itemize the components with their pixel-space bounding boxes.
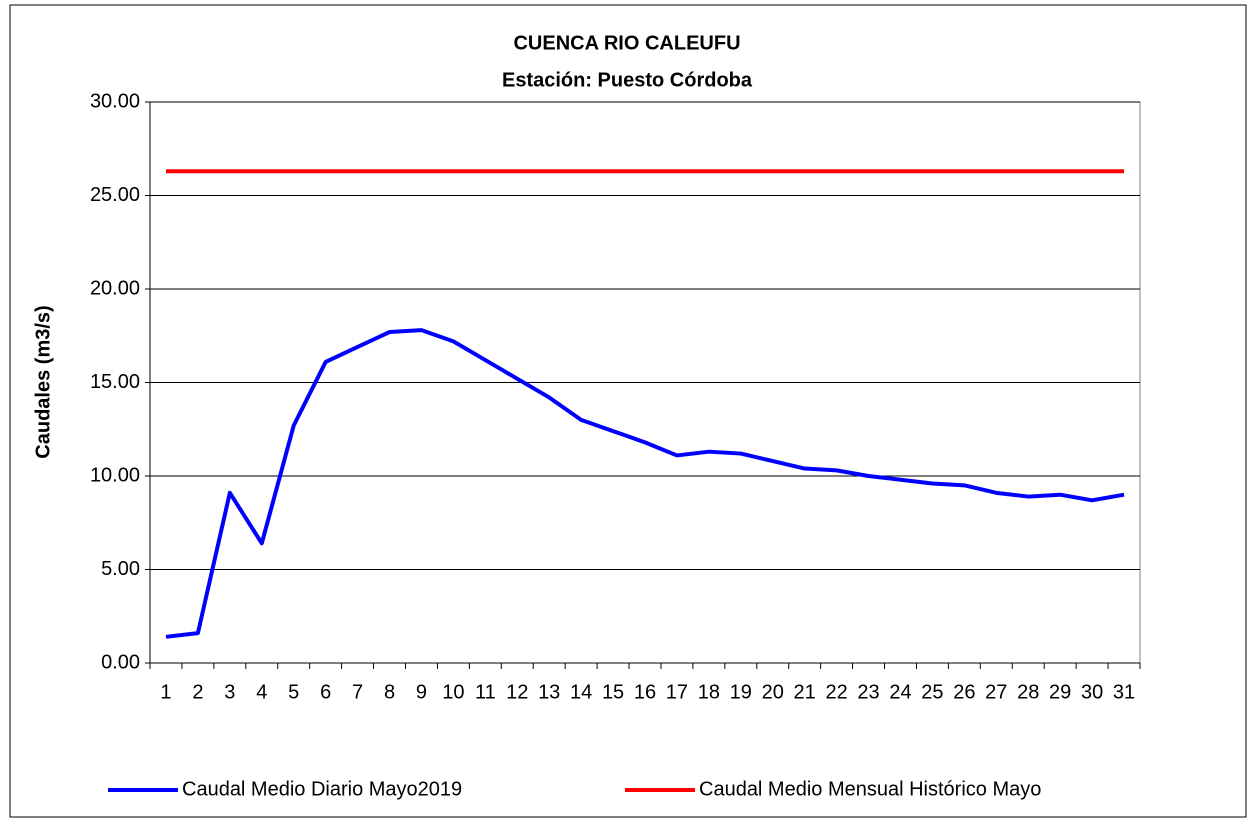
x-tick-label: 20 xyxy=(762,681,784,703)
y-tick-label: 20.00 xyxy=(90,277,140,299)
x-tick-label: 2 xyxy=(192,681,203,703)
x-tick-label: 22 xyxy=(825,681,847,703)
x-tick-label: 3 xyxy=(224,681,235,703)
x-tick-label: 13 xyxy=(538,681,560,703)
x-tick-label: 6 xyxy=(320,681,331,703)
y-tick-label: 25.00 xyxy=(90,184,140,206)
x-tick-label: 7 xyxy=(352,681,363,703)
y-tick-label: 0.00 xyxy=(101,651,140,673)
x-tick-label: 25 xyxy=(921,681,943,703)
legend-label: Caudal Medio Mensual Histórico Mayo xyxy=(699,778,1041,800)
data-line xyxy=(165,328,1125,639)
x-tick-label: 5 xyxy=(288,681,299,703)
x-tick-label: 21 xyxy=(794,681,816,703)
y-tick-label: 10.00 xyxy=(90,464,140,486)
x-tick-label: 17 xyxy=(666,681,688,703)
y-axis-label: Caudales (m3/s) xyxy=(32,305,54,458)
x-tick-label: 19 xyxy=(730,681,752,703)
x-tick-label: 8 xyxy=(384,681,395,703)
x-tick-label: 24 xyxy=(889,681,911,703)
chart-title: CUENCA RIO CALEUFU xyxy=(513,32,740,54)
x-tick-label: 29 xyxy=(1049,681,1071,703)
x-tick-label: 4 xyxy=(256,681,267,703)
x-tick-label: 27 xyxy=(985,681,1007,703)
y-tick-label: 30.00 xyxy=(90,90,140,112)
chart-subtitle: Estación: Puesto Córdoba xyxy=(502,69,753,91)
x-tick-label: 18 xyxy=(698,681,720,703)
x-tick-label: 1 xyxy=(160,681,171,703)
x-tick-label: 15 xyxy=(602,681,624,703)
x-tick-label: 23 xyxy=(857,681,879,703)
x-tick-label: 16 xyxy=(634,681,656,703)
x-tick-label: 28 xyxy=(1017,681,1039,703)
x-tick-label: 30 xyxy=(1081,681,1103,703)
x-tick-label: 26 xyxy=(953,681,975,703)
legend-label: Caudal Medio Diario Mayo2019 xyxy=(182,778,462,800)
x-tick-label: 31 xyxy=(1113,681,1135,703)
x-tick-label: 14 xyxy=(570,681,592,703)
x-tick-label: 10 xyxy=(442,681,464,703)
x-tick-label: 12 xyxy=(506,681,528,703)
y-tick-label: 5.00 xyxy=(101,558,140,580)
x-tick-label: 9 xyxy=(416,681,427,703)
x-tick-label: 11 xyxy=(475,681,496,703)
y-tick-label: 15.00 xyxy=(90,371,140,393)
